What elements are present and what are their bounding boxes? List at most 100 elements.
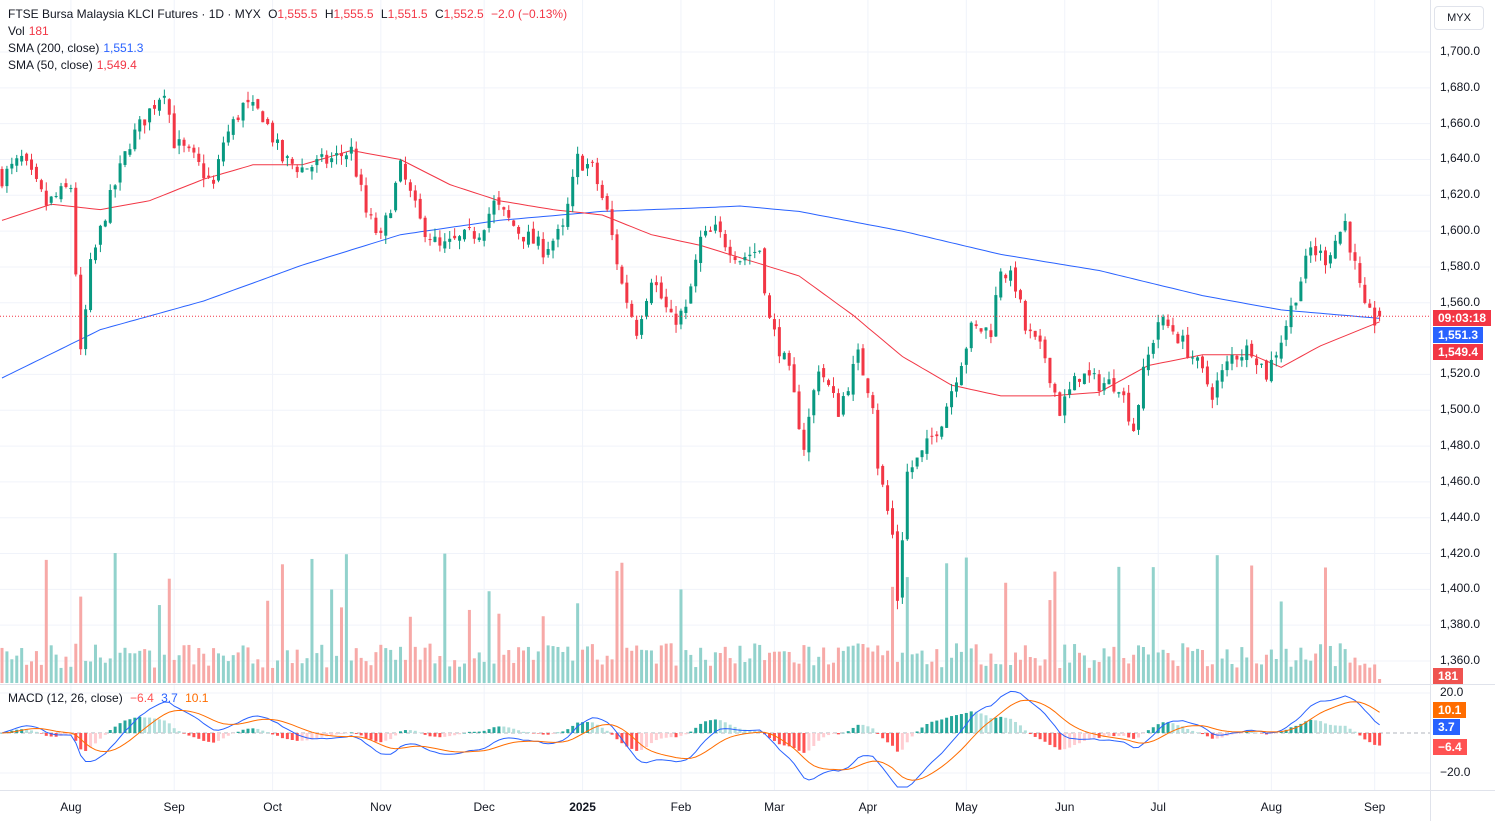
macd-histogram-bar <box>571 725 575 733</box>
candle-body <box>1299 281 1303 302</box>
candle-body <box>320 154 324 157</box>
candle-body <box>630 303 634 317</box>
volume-bar <box>1294 660 1298 683</box>
macd-histogram-bar <box>212 733 216 743</box>
macd-histogram-bar <box>418 732 422 734</box>
candle-body <box>1082 373 1086 385</box>
macd-histogram-bar <box>344 733 348 734</box>
volume-bar <box>443 553 447 683</box>
macd-histogram-bar <box>167 723 171 733</box>
currency-button[interactable]: MYX <box>1434 6 1484 30</box>
volume-bar <box>522 650 526 683</box>
time-axis-label: Oct <box>263 800 282 814</box>
sma50-legend[interactable]: SMA (50, close) 1,549.4 <box>8 57 141 74</box>
candle-body <box>871 395 875 409</box>
macd-histogram-bar <box>551 733 555 735</box>
volume-bar <box>1348 662 1352 683</box>
candle-body <box>1122 391 1126 396</box>
macd-histogram-bar <box>541 733 545 735</box>
candle-body <box>723 233 727 248</box>
candle-body <box>526 231 530 245</box>
volume-bar <box>1087 667 1091 683</box>
macd-histogram-bar <box>143 717 147 733</box>
volume-bar <box>708 665 712 683</box>
macd-histogram-bar <box>1092 733 1096 738</box>
volume-bar <box>576 603 580 683</box>
volume-bar <box>1215 555 1219 683</box>
macd-histogram-bar <box>467 731 471 733</box>
volume-bar <box>654 663 658 683</box>
volume-bar <box>1299 647 1303 683</box>
macd-histogram-bar <box>1299 723 1303 733</box>
macd-histogram-bar <box>708 720 712 733</box>
macd-tick-label: −20.0 <box>1440 765 1471 779</box>
macd-histogram-bar <box>305 733 309 741</box>
volume-bar <box>148 650 152 683</box>
macd-histogram-bar <box>477 731 481 733</box>
time-axis-label: Mar <box>764 800 785 814</box>
volume-bar <box>615 570 619 683</box>
volume-bar <box>1112 646 1116 683</box>
volume-bar <box>389 649 393 683</box>
macd-histogram-bar <box>1368 733 1372 743</box>
macd-histogram-bar <box>871 728 875 733</box>
volume-bar <box>226 661 230 683</box>
candle-body <box>704 230 708 236</box>
volume-bar <box>408 616 412 683</box>
macd-histogram-bar <box>103 733 107 735</box>
volume-bar <box>881 655 885 683</box>
candle-body <box>157 99 161 111</box>
candle-body <box>364 185 368 213</box>
macd-histogram-bar <box>1319 721 1323 733</box>
macd-histogram-bar <box>959 714 963 733</box>
sma200-value: 1,551.3 <box>103 41 144 55</box>
macd-histogram-bar <box>1284 729 1288 733</box>
volume-bar <box>556 646 560 683</box>
volume-bar <box>1373 664 1377 683</box>
macd-histogram-bar <box>891 733 895 746</box>
volume-bar <box>197 648 201 683</box>
macd-histogram-bar <box>536 733 540 734</box>
volume-bar <box>1260 664 1264 683</box>
candle-body <box>1151 342 1155 354</box>
volume-bar <box>54 654 58 683</box>
volume-bar <box>1132 654 1136 683</box>
candle-body <box>831 386 835 393</box>
time-axis-label: Feb <box>670 800 692 814</box>
macd-histogram-bar <box>187 733 191 736</box>
macd-histogram-bar <box>1141 733 1145 734</box>
macd-histogram-bar <box>1191 730 1195 733</box>
macd-histogram-bar <box>482 730 486 733</box>
macd-histogram-bar <box>44 733 48 736</box>
sma200-legend[interactable]: SMA (200, close) 1,551.3 <box>8 40 147 57</box>
macd-histogram-bar <box>266 732 270 733</box>
volume-bar <box>984 665 988 683</box>
volume-bar <box>526 646 530 683</box>
macd-legend[interactable]: MACD (12, 26, close) −6.4 3.7 10.1 <box>8 690 212 707</box>
macd-histogram-bar <box>1117 733 1121 736</box>
macd-histogram-bar <box>526 732 530 733</box>
macd-histogram-bar <box>600 727 604 733</box>
candle-body <box>64 183 68 187</box>
volume-bar <box>280 564 284 683</box>
volume-bar <box>79 596 83 683</box>
macd-histogram-bar <box>251 728 255 733</box>
candle-body <box>89 259 93 311</box>
candle-body <box>433 236 437 242</box>
candle-body <box>143 119 147 126</box>
macd-histogram-bar <box>836 733 840 735</box>
candle-body <box>241 102 245 121</box>
macd-histogram-bar <box>93 733 97 744</box>
volume-bar <box>694 667 698 683</box>
volume-bar <box>1122 657 1126 683</box>
volume-bar <box>472 658 476 683</box>
volume-legend[interactable]: Vol 181 <box>8 23 53 40</box>
volume-bar <box>713 652 717 683</box>
volume-bar <box>359 657 363 683</box>
volume-bar <box>866 647 870 683</box>
candle-body <box>123 151 127 165</box>
candle-body <box>1038 335 1042 342</box>
macd-histogram-bar <box>595 724 599 733</box>
candle-body <box>881 465 885 485</box>
